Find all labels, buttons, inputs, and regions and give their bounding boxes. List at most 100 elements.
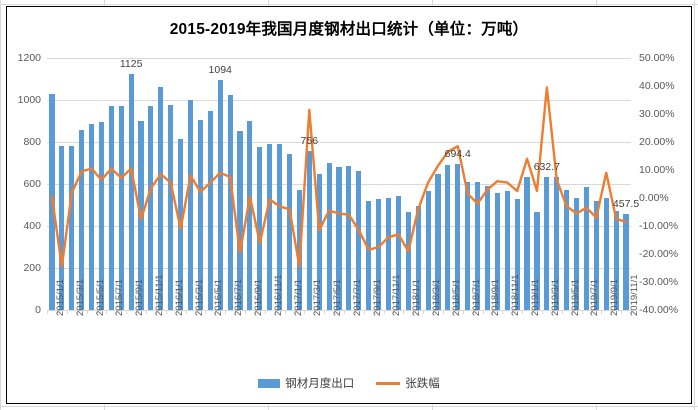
bar[interactable]	[168, 105, 174, 310]
bar[interactable]	[376, 198, 382, 310]
data-label: 756	[300, 135, 319, 148]
bar[interactable]	[247, 120, 253, 310]
line-series-growth-rate[interactable]	[47, 58, 631, 310]
x-axis-tick	[175, 310, 177, 314]
x-axis-tick	[353, 310, 355, 314]
x-axis-tick	[482, 310, 484, 314]
bar[interactable]	[128, 73, 134, 310]
x-axis-tick-label: 2018/7/1	[470, 279, 482, 316]
bar[interactable]	[336, 166, 342, 310]
plot-area[interactable]: 1125 1094 756 694.4 632.7 457.5	[47, 58, 639, 314]
x-axis-tick-label: 2018/9/1	[490, 279, 502, 316]
bar[interactable]	[98, 122, 104, 310]
bar[interactable]	[187, 100, 194, 310]
x-axis-tick-label: 2015/1/1	[54, 279, 66, 316]
bar[interactable]	[435, 174, 441, 310]
bar[interactable]	[534, 212, 540, 310]
bar[interactable]	[573, 197, 580, 310]
x-axis-tick	[363, 310, 365, 314]
x-axis-tick-label: 2018/11/1	[510, 274, 522, 316]
x-axis-tick	[155, 310, 157, 314]
bar-series-steel-exports[interactable]	[47, 58, 631, 310]
bar[interactable]	[603, 198, 609, 310]
x-axis-tick	[86, 310, 88, 314]
bar[interactable]	[158, 86, 164, 310]
x-axis-tick-label: 2018/3/1	[431, 279, 443, 316]
bar[interactable]	[286, 154, 293, 310]
bar[interactable]	[267, 144, 273, 310]
bar[interactable]	[623, 213, 629, 310]
bar[interactable]	[69, 146, 75, 310]
bar[interactable]	[59, 146, 65, 310]
bar[interactable]	[504, 191, 510, 310]
legend-item-growth-rate[interactable]: 张跌幅	[376, 375, 440, 391]
bar[interactable]	[583, 186, 590, 310]
x-axis-tick	[244, 310, 246, 314]
x-axis-tick	[413, 310, 415, 314]
bar[interactable]	[197, 119, 203, 310]
bar[interactable]	[445, 165, 451, 310]
bar[interactable]	[415, 206, 421, 310]
x-axis-tick	[304, 310, 306, 314]
bar[interactable]	[544, 177, 550, 310]
bar[interactable]	[326, 163, 332, 310]
chart-container[interactable]: 2015-2019年我国月度钢材出口统计（单位：万吨） 1125 1094 756 6…	[6, 6, 692, 404]
bar[interactable]	[554, 176, 560, 310]
x-axis-tick	[403, 310, 405, 314]
bar[interactable]	[79, 129, 85, 310]
bar[interactable]	[237, 131, 243, 310]
bar[interactable]	[524, 177, 530, 310]
x-axis-tick	[145, 310, 147, 314]
bar[interactable]	[277, 144, 283, 310]
x-axis-tick-label: 2016/11/1	[272, 274, 284, 316]
bar[interactable]	[494, 192, 500, 310]
growth-rate-line[interactable]	[47, 58, 631, 310]
x-axis-tick	[631, 310, 632, 314]
x-axis-tick-label: 2019/3/1	[549, 279, 561, 316]
bar[interactable]	[385, 197, 392, 310]
x-axis-tick	[601, 310, 603, 314]
x-axis-tick-label: 2016/3/1	[193, 279, 205, 316]
legend-item-steel-exports[interactable]: 钢材月度出口	[258, 375, 354, 391]
bar[interactable]	[395, 195, 401, 310]
bar[interactable]	[425, 191, 431, 310]
x-axis-tick	[571, 310, 573, 314]
bar[interactable]	[465, 181, 471, 310]
x-axis-tick	[195, 310, 197, 314]
bar[interactable]	[455, 164, 461, 310]
x-axis-tick	[581, 310, 583, 314]
bar[interactable]	[227, 95, 233, 310]
bar[interactable]	[346, 165, 352, 310]
bar[interactable]	[148, 105, 154, 310]
bar[interactable]	[257, 147, 263, 310]
bar[interactable]	[207, 111, 213, 310]
bar[interactable]	[514, 199, 520, 310]
x-axis-tick	[165, 310, 167, 314]
x-axis-tick	[433, 310, 435, 314]
bar[interactable]	[405, 211, 411, 310]
x-axis-tick	[96, 310, 98, 314]
bar[interactable]	[366, 201, 372, 310]
bar[interactable]	[356, 171, 362, 310]
chart-title: 2015-2019年我国月度钢材出口统计（单位：万吨）	[169, 21, 529, 38]
bar[interactable]	[564, 189, 570, 310]
gridline	[47, 100, 631, 101]
bar[interactable]	[217, 80, 223, 310]
x-axis-tick-label: 2015/11/1	[153, 274, 165, 316]
bar[interactable]	[484, 185, 491, 310]
x-axis-tick-label: 2015/9/1	[134, 279, 146, 316]
bar[interactable]	[108, 105, 114, 310]
bar[interactable]	[88, 124, 95, 310]
x-axis-tick	[56, 310, 58, 314]
bar[interactable]	[306, 151, 312, 310]
bar[interactable]	[593, 201, 599, 310]
chart-legend[interactable]: 钢材月度出口 张跌幅	[7, 375, 691, 391]
bar[interactable]	[316, 174, 322, 310]
x-axis-tick-label: 2015/7/1	[114, 279, 126, 316]
x-axis-tick-label: 2019/7/1	[589, 279, 601, 316]
bar[interactable]	[613, 211, 619, 310]
bar[interactable]	[475, 182, 481, 310]
data-label: 632.7	[533, 161, 560, 174]
bar[interactable]	[118, 105, 124, 310]
